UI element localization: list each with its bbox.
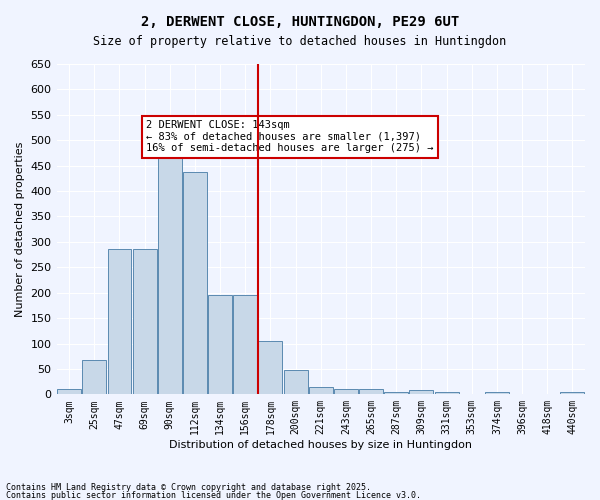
Bar — [385, 392, 408, 394]
Text: Size of property relative to detached houses in Huntingdon: Size of property relative to detached ho… — [94, 35, 506, 48]
Text: 2 DERWENT CLOSE: 143sqm
← 83% of detached houses are smaller (1,397)
16% of semi: 2 DERWENT CLOSE: 143sqm ← 83% of detache… — [146, 120, 434, 154]
Bar — [259, 341, 283, 394]
Bar — [284, 370, 308, 394]
Bar — [57, 390, 81, 394]
Text: 2, DERWENT CLOSE, HUNTINGDON, PE29 6UT: 2, DERWENT CLOSE, HUNTINGDON, PE29 6UT — [141, 15, 459, 29]
Bar — [334, 390, 358, 394]
Y-axis label: Number of detached properties: Number of detached properties — [15, 142, 25, 317]
Text: Contains public sector information licensed under the Open Government Licence v3: Contains public sector information licen… — [6, 490, 421, 500]
Bar — [309, 386, 333, 394]
Bar — [560, 392, 584, 394]
Bar — [208, 294, 232, 394]
Bar — [359, 390, 383, 394]
Bar — [133, 250, 157, 394]
Text: Contains HM Land Registry data © Crown copyright and database right 2025.: Contains HM Land Registry data © Crown c… — [6, 483, 371, 492]
Bar — [233, 294, 257, 394]
X-axis label: Distribution of detached houses by size in Huntingdon: Distribution of detached houses by size … — [169, 440, 472, 450]
Bar — [82, 360, 106, 394]
Bar — [434, 392, 458, 394]
Bar — [107, 250, 131, 394]
Bar — [485, 392, 509, 394]
Bar — [409, 390, 433, 394]
Bar — [158, 135, 182, 394]
Bar — [183, 172, 207, 394]
